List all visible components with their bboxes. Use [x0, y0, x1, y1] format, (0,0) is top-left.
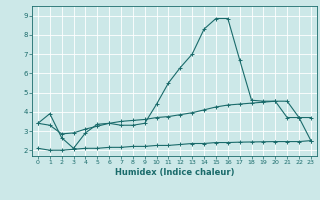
X-axis label: Humidex (Indice chaleur): Humidex (Indice chaleur) [115, 168, 234, 177]
